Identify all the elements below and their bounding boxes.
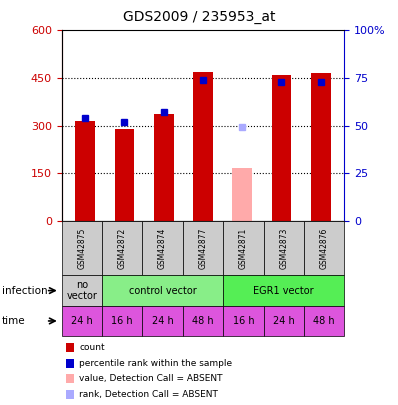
Text: GSM42877: GSM42877 [199,227,207,269]
Text: control vector: control vector [129,286,197,296]
Bar [311,73,330,221]
Text: percentile rank within the sample: percentile rank within the sample [79,359,232,368]
Bar [272,75,291,221]
Text: 16 h: 16 h [232,316,254,326]
Text: 16 h: 16 h [111,316,133,326]
Text: rank, Detection Call = ABSENT: rank, Detection Call = ABSENT [79,390,218,399]
Text: time: time [2,316,25,326]
Bar [193,72,213,221]
Text: infection: infection [2,286,48,296]
Text: count: count [79,343,105,352]
Text: no
vector: no vector [66,280,98,301]
Text: 24 h: 24 h [273,316,295,326]
Text: GSM42872: GSM42872 [118,228,127,269]
Text: 48 h: 48 h [313,316,335,326]
Text: EGR1 vector: EGR1 vector [254,286,314,296]
Text: GDS2009 / 235953_at: GDS2009 / 235953_at [123,10,275,24]
Text: value, Detection Call = ABSENT: value, Detection Call = ABSENT [79,374,223,383]
Text: 24 h: 24 h [71,316,93,326]
Text: GSM42875: GSM42875 [77,227,86,269]
Bar [154,115,174,221]
Bar [115,129,134,221]
Text: GSM42873: GSM42873 [279,227,288,269]
Text: GSM42871: GSM42871 [239,228,248,269]
Text: 24 h: 24 h [152,316,174,326]
Text: GSM42876: GSM42876 [320,227,329,269]
Bar [76,121,95,221]
Text: 48 h: 48 h [192,316,214,326]
Text: GSM42874: GSM42874 [158,227,167,269]
Bar [232,168,252,221]
